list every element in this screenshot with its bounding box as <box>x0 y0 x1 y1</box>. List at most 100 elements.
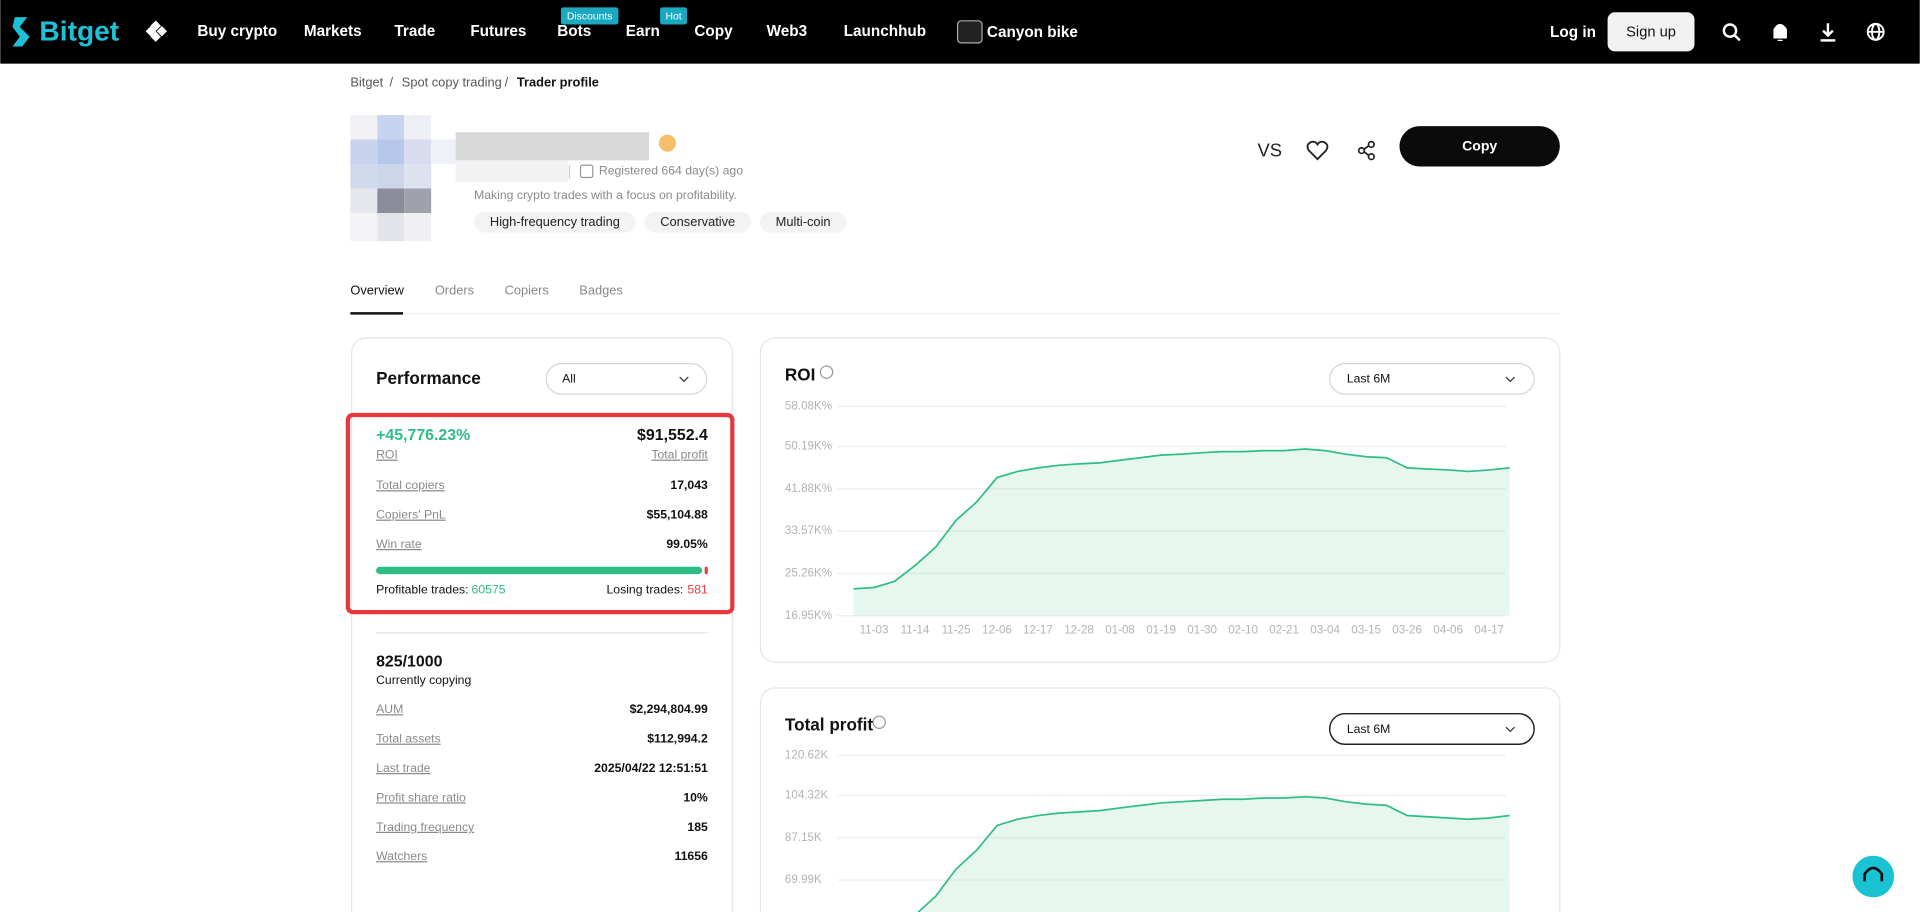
breadcrumb-item[interactable]: Bitget <box>350 75 383 90</box>
stat-value: $55,104.88 <box>647 508 708 522</box>
x-tick-label: 03-04 <box>1310 624 1340 637</box>
compare[interactable]: VS <box>1257 140 1282 161</box>
stat-value: 2025/04/22 12:51:51 <box>594 761 708 775</box>
bio: Making crypto trades with a focus on pro… <box>474 188 737 202</box>
login[interactable]: Log in <box>1550 24 1596 41</box>
card-title: Performance <box>376 368 481 388</box>
badge <box>660 7 688 25</box>
nav-item[interactable]: Copy <box>694 23 733 40</box>
tag-pill <box>759 211 847 233</box>
nav-item[interactable]: Buy crypto <box>197 23 277 40</box>
total-profit-label: Total profit <box>651 448 708 462</box>
chevron <box>1505 726 1515 733</box>
breadcrumb-item[interactable]: Spot copy trading <box>402 75 502 90</box>
nav-item[interactable]: Bots <box>557 23 591 40</box>
x-tick-label: 12-17 <box>1023 624 1053 637</box>
stat-value: $2,294,804.99 <box>630 702 708 716</box>
badge <box>560 7 619 25</box>
stat-label: Profit share ratio <box>376 790 466 804</box>
info-icon[interactable] <box>819 365 834 379</box>
stat-value: 17,043 <box>670 478 708 492</box>
y-tick-label: 50.19K% <box>785 440 832 453</box>
stat-value: 185 <box>687 820 708 834</box>
stat-label: Watchers <box>376 849 427 863</box>
nav-item[interactable]: Futures <box>470 23 526 40</box>
stat-label: Win rate <box>376 537 422 551</box>
roi-value: +45,776.23% <box>376 427 470 444</box>
tag: Multi-coin <box>759 211 847 233</box>
period-dropdown[interactable] <box>1329 362 1535 395</box>
promo[interactable]: Canyon bike <box>987 24 1078 41</box>
download-icon[interactable] <box>1820 23 1836 42</box>
tag-pill <box>474 211 636 233</box>
y-tick-label: 104.32K <box>785 789 829 802</box>
copy-label[interactable]: Copy <box>1462 138 1497 154</box>
nav-item[interactable]: Web3 <box>767 23 808 40</box>
stat-label: Trading frequency <box>376 820 475 834</box>
stat-label: Last trade <box>376 761 431 775</box>
id-redacted <box>455 160 569 183</box>
nav-item[interactable]: Markets <box>304 23 362 40</box>
stat-label: Total copiers <box>376 478 445 492</box>
tab[interactable]: Badges <box>579 283 623 298</box>
y-tick-label: 87.15K <box>785 831 822 844</box>
filter-dropdown[interactable] <box>545 362 708 395</box>
profitable-bar <box>376 566 703 575</box>
period-value[interactable]: Last 6M <box>1347 722 1391 736</box>
bell-icon[interactable] <box>1773 23 1787 42</box>
line <box>853 448 1510 590</box>
info-icon[interactable] <box>872 715 886 729</box>
x-tick-label: 12-06 <box>982 624 1012 637</box>
x-tick-label: 04-17 <box>1474 624 1504 637</box>
tab[interactable]: Overview <box>350 283 404 298</box>
y-tick-label: 120.62K <box>785 748 829 761</box>
share-icon[interactable] <box>1357 140 1375 161</box>
copying-label: Currently copying <box>376 673 471 687</box>
y-tick-label: 25.26K% <box>785 567 832 580</box>
x-tick-label: 01-08 <box>1105 624 1135 637</box>
line <box>917 795 1510 912</box>
nav-item[interactable]: Trade <box>394 23 435 40</box>
signup-button[interactable] <box>1607 12 1695 52</box>
filter-value[interactable]: All <box>562 372 576 386</box>
roi-label: ROI <box>376 448 398 462</box>
logo[interactable]: Bitget <box>39 15 119 46</box>
period-dropdown[interactable] <box>1328 712 1535 746</box>
x-tick-label: 03-15 <box>1351 624 1381 637</box>
x-tick-label: 04-06 <box>1433 624 1463 637</box>
tab[interactable]: Orders <box>435 283 474 298</box>
stat-label: Copiers' PnL <box>376 508 446 522</box>
signup[interactable]: Sign up <box>1626 24 1676 40</box>
highlight-box <box>345 412 735 615</box>
watch-icon[interactable] <box>1306 140 1329 161</box>
nav-item[interactable]: Earn <box>626 23 660 40</box>
roi-card <box>759 337 1561 663</box>
chevron <box>679 376 689 383</box>
x-tick-label: 11-25 <box>942 624 971 637</box>
y-tick-label: 16.95K% <box>785 609 832 622</box>
nav-item[interactable]: Launchhub <box>844 23 926 40</box>
losing-value: 581 <box>687 582 708 596</box>
chart-title: ROI <box>785 364 815 384</box>
y-tick-label: 41.88K% <box>785 482 832 495</box>
performance-card <box>350 337 733 912</box>
tag: High-frequency trading <box>474 211 636 233</box>
stat-label: AUM <box>376 702 403 716</box>
period-value[interactable]: Last 6M <box>1347 372 1391 386</box>
stat-value: 11656 <box>674 849 708 863</box>
support-icon <box>1863 866 1884 882</box>
tab[interactable]: Copiers <box>505 283 549 298</box>
losing-label: Losing trades: <box>606 582 683 596</box>
losing-bar <box>704 566 708 575</box>
area <box>853 449 1510 616</box>
profitable-value: 60575 <box>472 582 506 596</box>
language-icon[interactable] <box>1866 22 1885 41</box>
search-icon[interactable] <box>1722 23 1741 42</box>
breadcrumb-item: / <box>505 75 509 90</box>
support-button[interactable] <box>1852 855 1895 898</box>
tag-label: High-frequency trading <box>490 214 620 229</box>
y-tick-label: 58.08K% <box>785 399 832 412</box>
y-tick-label: 33.57K% <box>785 524 832 537</box>
copy-button[interactable] <box>1399 126 1560 167</box>
